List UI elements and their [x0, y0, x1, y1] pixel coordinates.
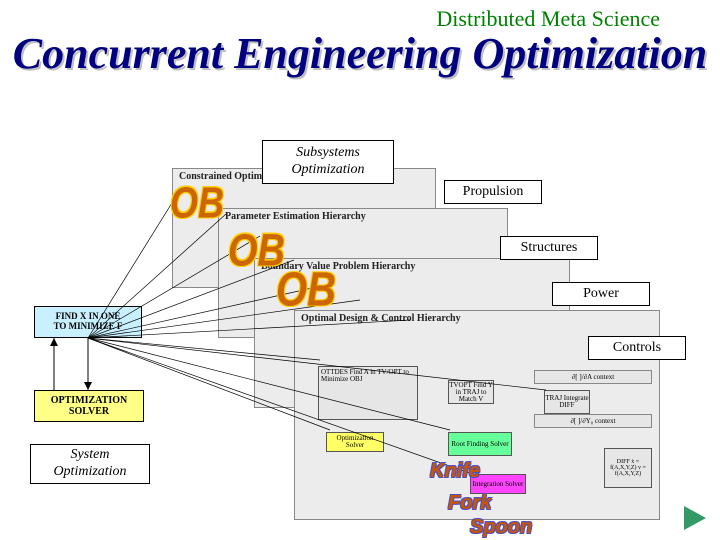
panel-title: Optimal Design & Control Hierarchy [295, 311, 659, 326]
mini-theta-y: ∂[ ]/∂Y₀ context [534, 414, 652, 428]
discipline-propulsion: Propulsion [444, 180, 542, 204]
fork-label: Fork [448, 492, 491, 515]
panel-title: Parameter Estimation Hierarchy [219, 209, 507, 224]
ob-label-1: OB [170, 178, 224, 228]
mini-tvopt: TVOPT Find Y in TRAJ to Match V [448, 380, 494, 404]
mini-optimization-solver: Optimization Solver [326, 432, 384, 452]
discipline-power: Power [552, 282, 650, 306]
spoon-label: Spoon [470, 516, 532, 539]
discipline-structures: Structures [500, 236, 598, 260]
next-arrow-icon[interactable] [684, 506, 706, 530]
optimization-solver-box: OPTIMIZATION SOLVER [34, 390, 144, 422]
mini-theta-a: ∂[ ]/∂A context [534, 370, 652, 384]
mini-diff: DIFF ẋ = f(A,X,Y,Z) v = f(A,X,Y,Z) [604, 448, 652, 488]
find-x-label: FIND X IN ONE TO MINIMIZE F [54, 312, 123, 332]
mini-traj: TRAJ Integrate DIFF [544, 390, 590, 414]
page-title: Concurrent Engineering Optimization [13, 28, 707, 79]
system-label: System Optimization [53, 447, 126, 481]
mini-ottdes: OTTDES Find A in TV/OPT to Minimize OBJ [318, 366, 418, 420]
find-x-box: FIND X IN ONE TO MINIMIZE F [34, 306, 142, 338]
system-optimization-box: System Optimization [30, 444, 150, 484]
mini-root-solver: Root Finding Solver [448, 432, 512, 456]
subsystems-box: Subsystems Optimization [262, 140, 394, 184]
discipline-controls: Controls [588, 336, 686, 360]
knife-label: Knife [430, 460, 480, 483]
subsystems-label: Subsystems Optimization [291, 145, 364, 179]
ob-label-3: OB [276, 264, 336, 318]
solver-label: OPTIMIZATION SOLVER [51, 395, 128, 417]
